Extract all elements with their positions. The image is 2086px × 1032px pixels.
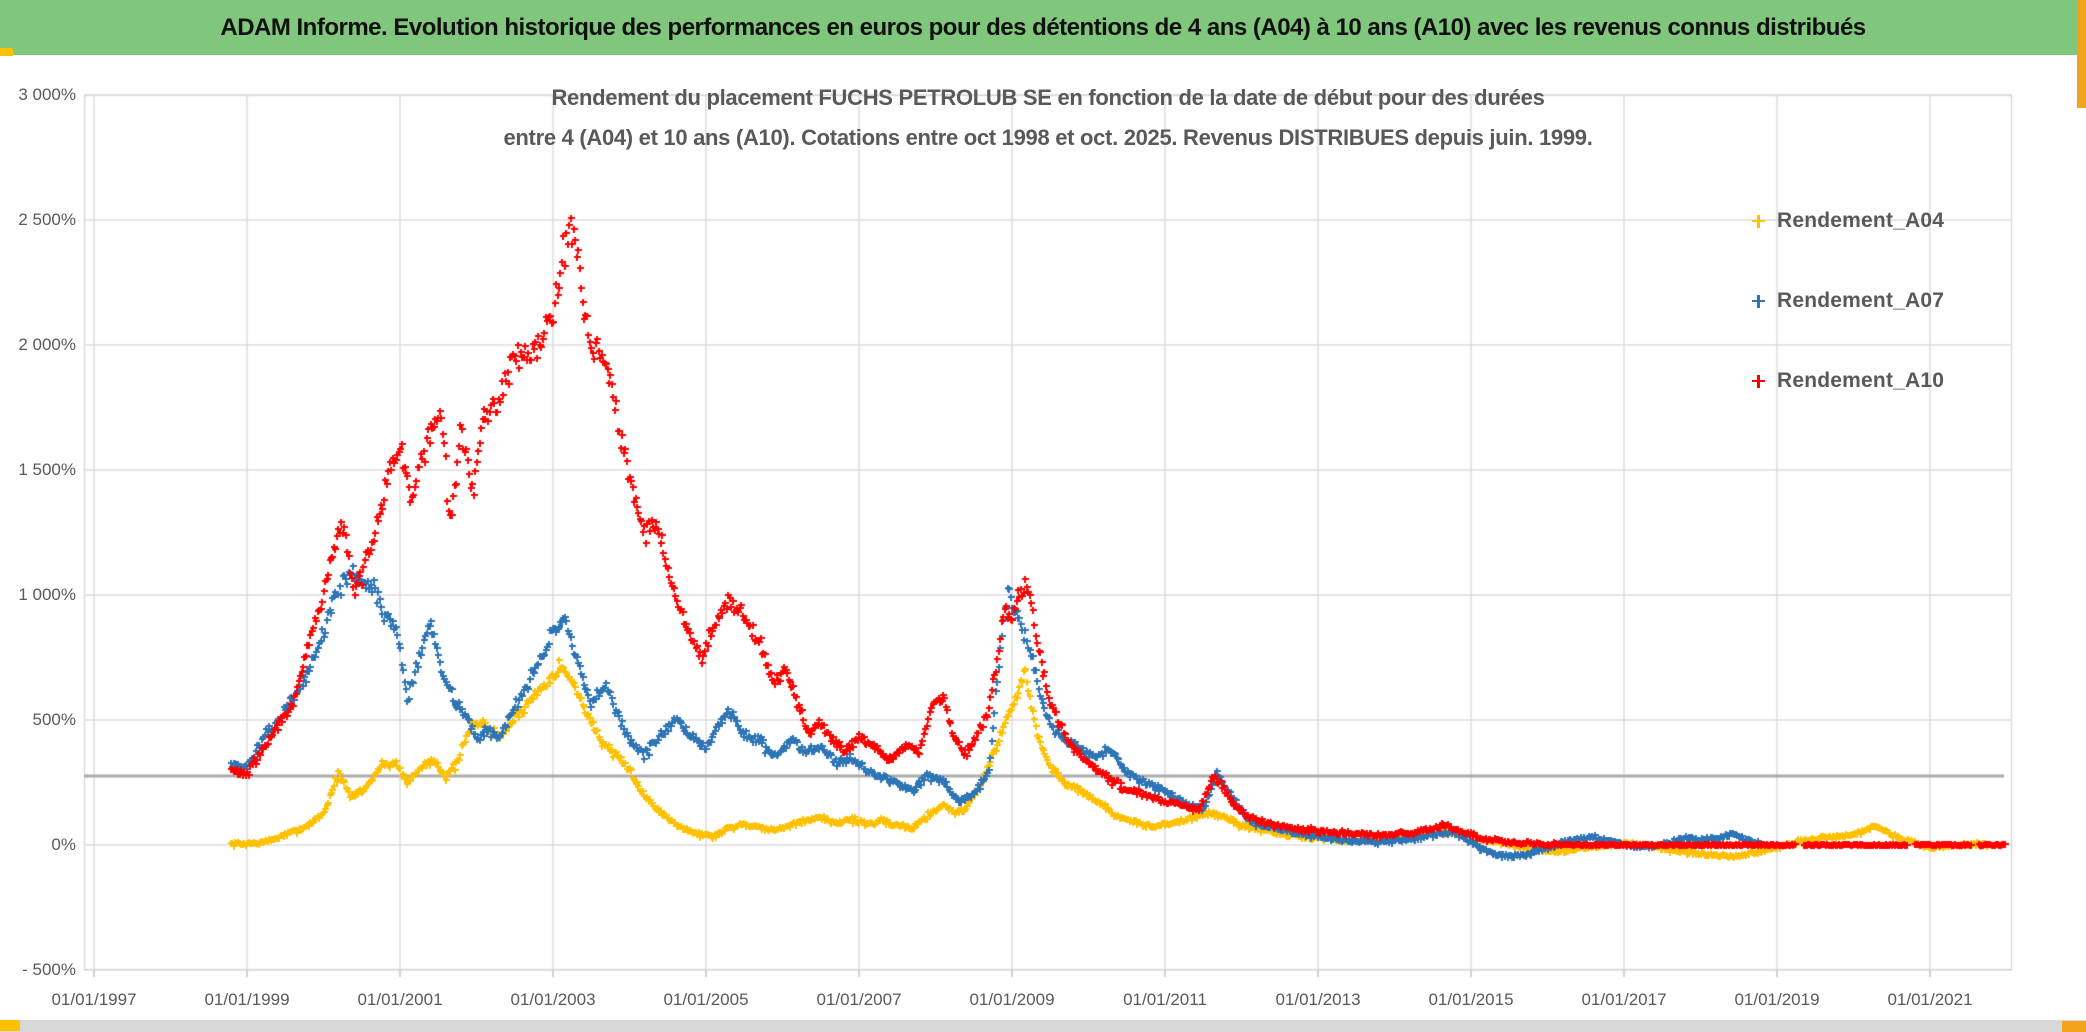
orange-accent-bottom-right xyxy=(2062,1021,2086,1032)
x-axis-tick-label: 01/01/2015 xyxy=(1428,990,1514,1009)
y-axis-tick-label: 1 000% xyxy=(18,585,76,604)
legend-item-rendement_a10: Rendement_A10 xyxy=(1752,366,1944,396)
x-axis-tick-label: 01/01/2009 xyxy=(969,990,1055,1009)
x-axis-tick-label: 01/01/2021 xyxy=(1887,990,1973,1009)
chart-title-line2: entre 4 (A04) et 10 ans (A10). Cotations… xyxy=(503,125,1593,150)
chart-title-line1: Rendement du placement FUCHS PETROLUB SE… xyxy=(551,85,1545,110)
legend-item-rendement_a07: Rendement_A07 xyxy=(1752,286,1944,316)
x-axis-tick-label: 01/01/2005 xyxy=(663,990,749,1009)
legend-label: Rendement_A10 xyxy=(1777,369,1945,392)
legend-label: Rendement_A04 xyxy=(1777,209,1945,232)
y-axis-tick-label: 500% xyxy=(32,710,76,729)
plus-marker-icon xyxy=(1752,294,1765,308)
bottom-strip xyxy=(0,1020,2086,1032)
y-axis-tick-label: 1 500% xyxy=(18,460,76,479)
x-axis-tick-label: 01/01/2019 xyxy=(1734,990,1820,1009)
x-axis-tick-label: 01/01/1997 xyxy=(51,990,137,1009)
x-axis-tick-label: 01/01/2007 xyxy=(816,990,902,1009)
x-axis-tick-label: 01/01/1999 xyxy=(204,990,290,1009)
plus-marker-icon xyxy=(1752,214,1765,228)
gold-accent-bottom-left xyxy=(0,1020,20,1031)
y-axis-tick-label: 3 000% xyxy=(18,85,76,104)
legend-label: Rendement_A07 xyxy=(1777,289,1945,312)
chart-title: Rendement du placement FUCHS PETROLUB SE… xyxy=(84,78,2012,158)
x-axis-tick-label: 01/01/2013 xyxy=(1275,990,1361,1009)
x-axis-tick-label: 01/01/2001 xyxy=(357,990,443,1009)
y-axis-tick-label: 2 500% xyxy=(18,210,76,229)
x-axis-tick-label: 01/01/2003 xyxy=(510,990,596,1009)
plus-marker-icon xyxy=(1752,374,1765,388)
legend-item-rendement_a04: Rendement_A04 xyxy=(1752,206,1944,236)
x-axis-tick-label: 01/01/2017 xyxy=(1581,990,1667,1009)
y-axis-tick-label: - 500% xyxy=(22,960,76,979)
x-axis-tick-label: 01/01/2011 xyxy=(1123,990,1207,1009)
y-axis-tick-label: 0% xyxy=(51,835,76,854)
y-axis-tick-label: 2 000% xyxy=(18,335,76,354)
